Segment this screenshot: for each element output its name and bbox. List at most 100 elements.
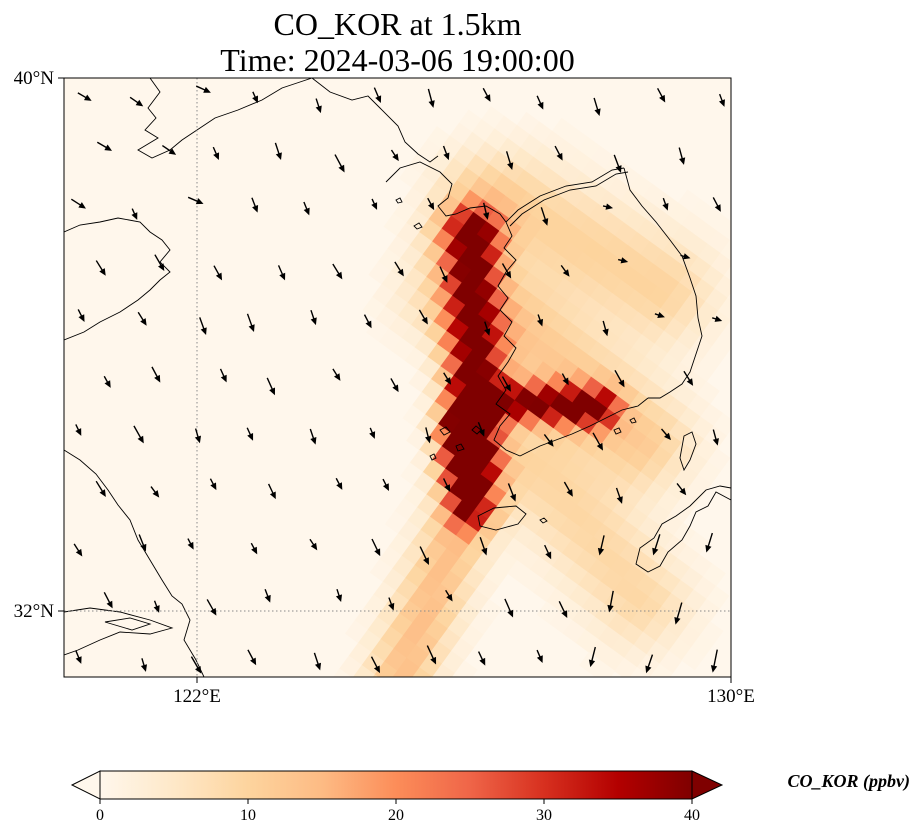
wind-arrow: [103, 375, 111, 388]
wind-arrow: [187, 196, 204, 205]
wind-arrow: [607, 590, 614, 613]
wind-arrow: [153, 600, 160, 613]
wind-arrow: [560, 264, 570, 277]
wind-arrow: [615, 487, 623, 504]
lon-label-130: 130°E: [707, 686, 755, 707]
wind-arrow: [678, 147, 686, 165]
wind-arrow: [390, 378, 399, 393]
wind-arrow: [483, 202, 490, 220]
wind-arrow: [683, 370, 694, 386]
wind-arrow: [70, 198, 86, 209]
wind-arrow: [382, 478, 389, 491]
wind-arrow: [482, 87, 491, 102]
wind-arrow: [194, 428, 202, 444]
border-nk-river: [505, 167, 625, 223]
field-cell: [356, 687, 379, 710]
coastline-sk-south: [519, 397, 649, 457]
wind-arrow: [138, 534, 147, 552]
co-concentration-field: [333, 106, 760, 710]
field-cell: [710, 253, 731, 277]
coastline-jeju: [477, 505, 527, 531]
wind-arrow: [501, 263, 512, 279]
wind-arrow: [427, 88, 435, 108]
coastline-nk-east: [623, 167, 699, 319]
wind-arrow: [705, 532, 714, 553]
field-cell: [649, 663, 673, 677]
field-cell: [721, 320, 731, 341]
lon-label-122: 122°E: [173, 686, 221, 707]
colorbar-tick-label-40: 40: [684, 807, 700, 824]
wind-arrow: [390, 149, 399, 162]
wind-arrow: [334, 154, 345, 173]
coastline-tsushima: [679, 431, 697, 472]
wind-arrow: [613, 154, 622, 173]
coastline-kyushu: [635, 485, 731, 573]
wind-arrow: [536, 314, 544, 327]
wind-arrow: [77, 92, 92, 101]
colorbar-title: CO_KOR (ppbv): [788, 771, 911, 792]
wind-arrow: [544, 544, 552, 560]
wind-arrow: [95, 260, 106, 276]
wind-arrow: [558, 601, 568, 618]
wind-arrow: [250, 542, 258, 555]
wind-arrow: [425, 427, 432, 444]
wind-arrow: [313, 652, 322, 671]
field-cell: [733, 250, 756, 273]
field-cell: [614, 657, 638, 677]
wind-arrow: [277, 265, 286, 281]
wind-arrow: [674, 602, 683, 625]
wind-arrow: [554, 145, 563, 161]
coastline-china-east: [64, 449, 205, 677]
wind-arrow: [137, 311, 147, 326]
wind-arrow: [504, 598, 514, 618]
coastline-yangtze: [64, 607, 174, 656]
wind-arrow: [129, 96, 144, 107]
wind-arrow: [712, 197, 721, 212]
field-cell: [372, 674, 379, 677]
wind-arrow: [161, 144, 177, 155]
wind-arrow: [131, 208, 138, 220]
wind-arrow: [77, 309, 85, 322]
wind-arrow: [484, 321, 491, 336]
wind-arrow: [75, 650, 82, 664]
wind-arrow: [443, 372, 452, 385]
colorbar-tick-label-30: 30: [536, 807, 552, 824]
field-cell: [333, 668, 352, 677]
field-cell: [378, 684, 401, 707]
wind-arrow: [195, 85, 211, 93]
field-cell: [451, 673, 461, 677]
field-cell: [716, 217, 731, 241]
wind-arrow: [656, 87, 666, 103]
field-cell: [730, 320, 731, 321]
wind-arrow: [212, 146, 220, 161]
wind-arrow: [593, 97, 601, 117]
wind-arrow: [310, 309, 317, 326]
wind-arrow: [645, 654, 654, 674]
wind-arrow: [614, 369, 625, 388]
wind-arrow: [363, 314, 372, 329]
wind-arrow: [251, 197, 259, 213]
field-cell: [436, 686, 459, 709]
field-cell: [412, 667, 433, 677]
wind-arrow: [264, 589, 271, 603]
wind-arrow: [588, 646, 597, 668]
wind-arrow: [442, 478, 451, 492]
wind-arrow: [274, 142, 282, 160]
wind-arrow: [371, 538, 381, 557]
wind-arrow: [394, 261, 404, 277]
map-frame: [63, 77, 732, 678]
field-cell: [353, 664, 376, 677]
wind-arrow: [617, 257, 629, 264]
field-cell: [374, 661, 398, 677]
wind-arrow: [592, 432, 604, 451]
field-cell: [737, 272, 760, 295]
wind-arrow: [442, 145, 450, 161]
wind-arrow: [563, 481, 573, 497]
wind-arrow: [190, 656, 202, 674]
wind-arrow: [712, 429, 719, 446]
wind-arrow: [103, 592, 113, 609]
wind-vectors: [70, 85, 725, 674]
wind-arrow: [315, 98, 322, 114]
colorbar-extend-max: [691, 770, 724, 800]
